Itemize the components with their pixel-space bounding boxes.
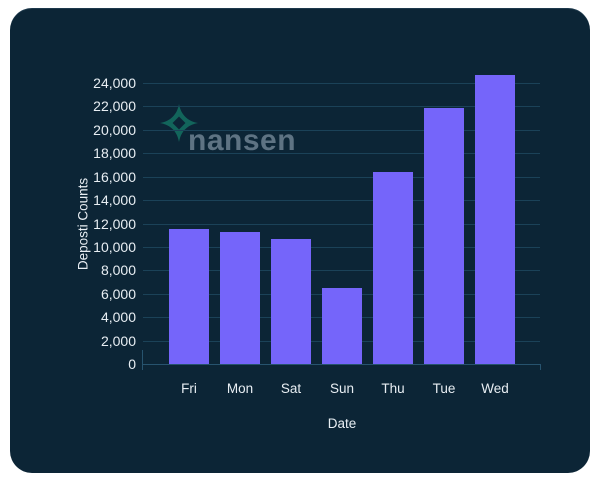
y-tick-label: 10,000 (93, 238, 136, 255)
gridline (143, 246, 540, 248)
x-tick-label: Tue (432, 381, 456, 396)
x-tick-label: Fri (181, 381, 197, 396)
gridline (143, 83, 540, 84)
x-tick-label: Thu (381, 381, 405, 396)
y-tick-label: 22,000 (93, 98, 136, 115)
x-tick-label: Mon (226, 381, 254, 396)
x-tick-label: Sun (329, 381, 355, 396)
gridline (143, 223, 540, 225)
gridline (143, 153, 540, 155)
x-axis-line (142, 364, 541, 365)
y-tick-label: 18,000 (93, 145, 136, 162)
gridline (143, 200, 540, 202)
gridline (143, 129, 540, 131)
y-tick-label: 6,000 (100, 285, 136, 302)
bar-sat[interactable] (271, 238, 311, 364)
gridline (143, 176, 540, 178)
x-tick-label: Wed (481, 381, 509, 396)
y-tick-label: 4,000 (100, 309, 136, 326)
y-tick-label: 24,000 (93, 75, 136, 91)
bar-mon[interactable] (220, 231, 260, 364)
y-axis-title: Deposti Counts (75, 177, 91, 271)
y-axis-corner-tick (142, 350, 143, 370)
y-tick-label: 0 (128, 356, 136, 372)
bar-thu[interactable] (373, 172, 413, 364)
y-tick-label: 14,000 (93, 192, 136, 209)
bar-tue[interactable] (424, 107, 464, 364)
y-tick-label: 12,000 (93, 215, 136, 232)
y-tick-label: 16,000 (93, 168, 136, 185)
bar-fri[interactable] (169, 229, 209, 364)
y-tick-label: 2,000 (100, 332, 136, 349)
y-tick-label: 20,000 (93, 121, 136, 138)
x-tick-label: Sat (280, 381, 302, 396)
bar-sun[interactable] (322, 287, 362, 364)
gridline (143, 270, 540, 272)
gridline (143, 106, 540, 108)
x-axis-title: Date (327, 416, 357, 431)
y-tick-label: 8,000 (100, 262, 136, 279)
x-axis-end-tick (540, 364, 541, 370)
bar-wed[interactable] (475, 74, 515, 364)
